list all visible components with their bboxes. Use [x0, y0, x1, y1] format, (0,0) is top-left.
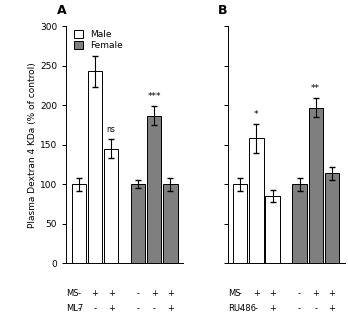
- Text: +: +: [151, 289, 158, 298]
- Text: ***: ***: [148, 92, 161, 101]
- Text: +: +: [167, 305, 174, 314]
- Bar: [233, 184, 247, 263]
- Text: ML7: ML7: [66, 305, 84, 314]
- Bar: [292, 184, 307, 263]
- Text: MS: MS: [228, 289, 240, 298]
- Text: -: -: [153, 305, 156, 314]
- Text: ***: ***: [88, 42, 102, 51]
- Bar: [163, 184, 178, 263]
- Text: +: +: [108, 305, 114, 314]
- Text: +: +: [329, 305, 335, 314]
- Bar: [309, 108, 323, 263]
- Text: A: A: [57, 4, 66, 17]
- Legend: Male, Female: Male, Female: [72, 29, 125, 52]
- Y-axis label: Plasma Dextran 4 KDa (% of control): Plasma Dextran 4 KDa (% of control): [28, 62, 37, 228]
- Text: -: -: [239, 289, 242, 298]
- Text: MS: MS: [66, 289, 79, 298]
- Bar: [104, 149, 118, 263]
- Text: -: -: [298, 305, 301, 314]
- Bar: [147, 115, 161, 263]
- Text: -: -: [298, 289, 301, 298]
- Bar: [72, 184, 86, 263]
- Text: +: +: [269, 305, 276, 314]
- Text: -: -: [93, 305, 96, 314]
- Text: -: -: [77, 305, 80, 314]
- Text: **: **: [311, 85, 320, 93]
- Text: ns: ns: [107, 125, 116, 135]
- Bar: [131, 184, 145, 263]
- Text: +: +: [329, 289, 335, 298]
- Text: +: +: [253, 289, 260, 298]
- Text: -: -: [137, 289, 140, 298]
- Text: RU486: RU486: [228, 305, 256, 314]
- Text: -: -: [137, 305, 140, 314]
- Text: +: +: [108, 289, 114, 298]
- Bar: [325, 173, 339, 263]
- Text: -: -: [239, 305, 242, 314]
- Text: B: B: [218, 4, 228, 17]
- Text: -: -: [77, 289, 80, 298]
- Bar: [88, 71, 102, 263]
- Text: +: +: [312, 289, 319, 298]
- Bar: [249, 139, 263, 263]
- Text: -: -: [255, 305, 258, 314]
- Bar: [265, 196, 280, 263]
- Text: +: +: [92, 289, 98, 298]
- Text: +: +: [167, 289, 174, 298]
- Text: -: -: [314, 305, 317, 314]
- Text: *: *: [254, 111, 259, 119]
- Text: +: +: [269, 289, 276, 298]
